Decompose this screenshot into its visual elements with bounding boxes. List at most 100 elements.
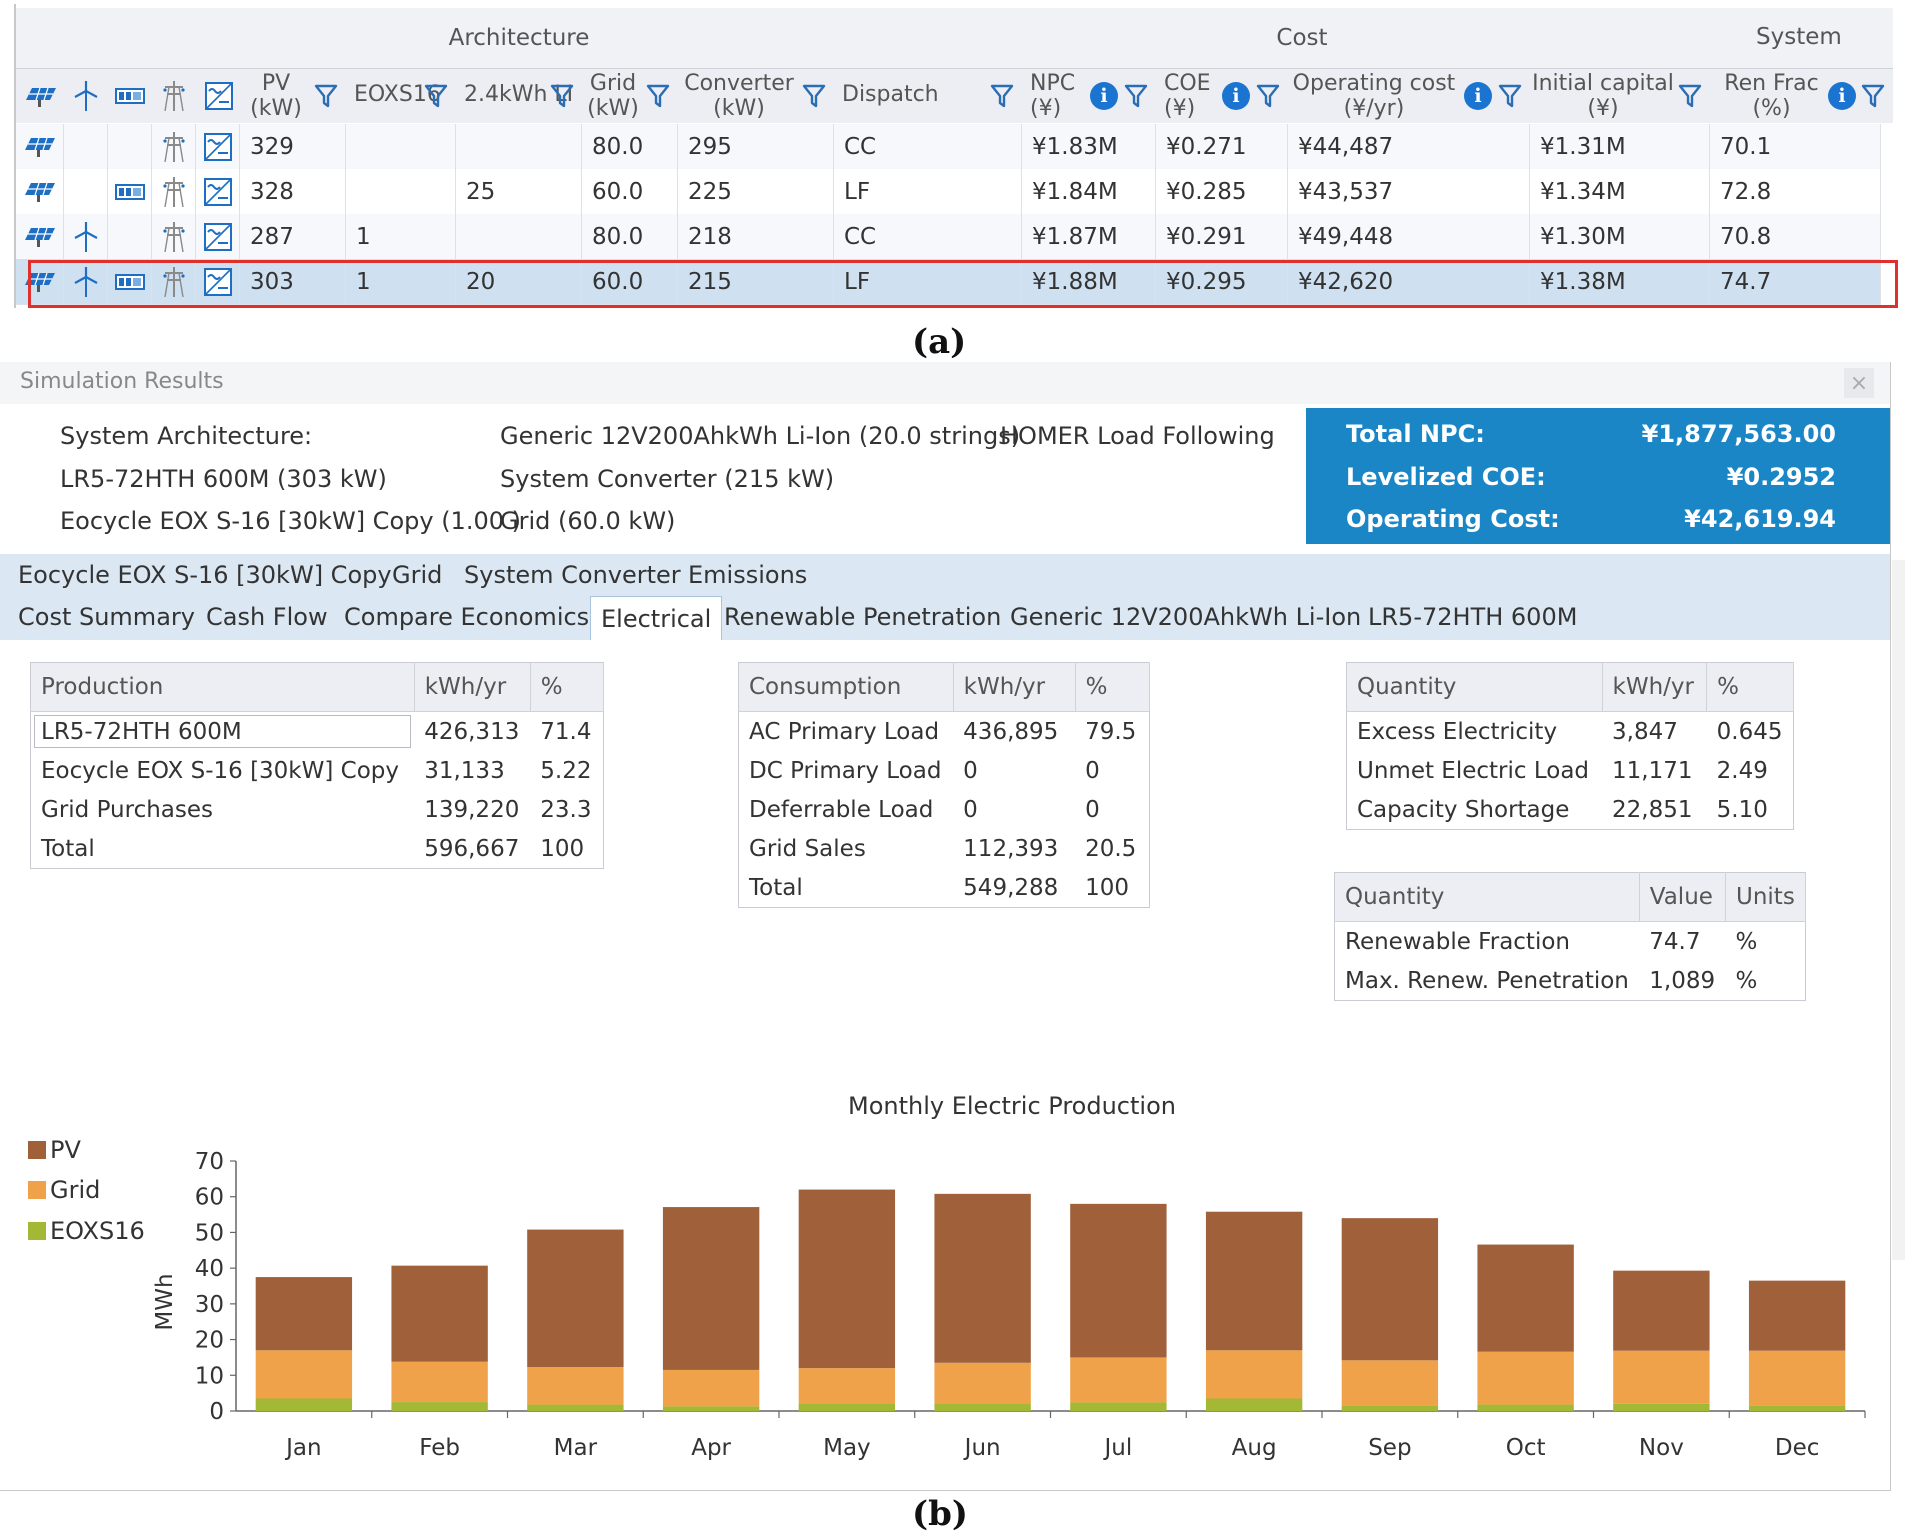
production-cell: 23.3 [540,796,592,823]
col-header-li-battery[interactable]: 2.4kWh LI [456,68,583,123]
col-header-converter-icon[interactable] [196,68,241,123]
info-icon[interactable]: i [1828,82,1856,110]
production-cell: Eocycle EOX S-16 [30kW] Copy [41,757,399,784]
filter-icon[interactable] [1678,83,1702,109]
tab-system-converter[interactable]: System Converter [464,561,681,589]
tab-compare-economics[interactable]: Compare Economics [344,603,590,631]
operating-cost-label: Operating Cost: [1346,505,1560,533]
x-tick-label: Dec [1775,1435,1820,1461]
quantity1-cell: 11,171 [1612,757,1693,784]
quantity2-header-0[interactable]: Quantity [1334,872,1640,922]
col-header-pv-icon[interactable] [16,68,65,123]
filter-icon[interactable] [1124,83,1148,109]
filter-icon[interactable] [1861,83,1885,109]
quantity2-header-1[interactable]: Value [1639,872,1727,922]
table-row-selected[interactable]: 303 1 20 60.0 215 LF ¥1.88M ¥0.295 ¥42,620 ¥1.38M… [16,259,1881,305]
chart-title: Monthly Electric Production [848,1092,1176,1120]
legend-eoxs16[interactable]: EOXS16 [28,1217,145,1245]
col-header-converter[interactable]: Converter (kW) [678,68,835,123]
tab-eocycle[interactable]: Eocycle EOX S-16 [30kW] Copy [18,561,392,589]
tab-cost-summary[interactable]: Cost Summary [18,603,195,631]
col-header-operating-cost[interactable]: Operating cost (¥/yr) i [1288,68,1531,123]
close-button[interactable]: × [1844,368,1874,398]
production-cell: 139,220 [424,796,520,823]
table-row[interactable]: 328 25 60.0 225 LF ¥1.84M ¥0.285 ¥43,537 ¥1.34M 7… [16,169,1881,215]
quantity2-header-2[interactable]: Units [1725,872,1806,922]
consumption-cell: DC Primary Load [749,757,942,784]
info-icon[interactable]: i [1464,82,1492,110]
quantity2-cell: Renewable Fraction [1345,928,1570,955]
filter-icon[interactable] [314,83,338,109]
bar-eoxs16-dec [1748,1405,1846,1411]
col-header-wind-icon[interactable] [64,68,109,123]
grid-tower-icon [161,176,187,207]
tab-renewable-penetration[interactable]: Renewable Penetration [724,603,1002,631]
filter-icon[interactable] [646,83,670,109]
table-row[interactable]: 287 1 80.0 218 CC ¥1.87M ¥0.291 ¥49,448 ¥1.30M 70… [16,214,1881,260]
solar-panel-icon [26,87,56,107]
col-header-grid[interactable]: Grid (kW) [582,68,679,123]
consumption-header-1[interactable]: kWh/yr [953,662,1076,712]
tab-bar-row2: Cost Summary Cash Flow Compare Economics… [0,596,1890,640]
col-header-pv[interactable]: PV (kW) [240,68,347,123]
col-header-initial-capital[interactable]: Initial capital (¥) [1530,68,1711,123]
col-header-coe[interactable]: COE (¥) i [1156,68,1289,123]
filter-icon[interactable] [1256,83,1280,109]
quantity2-cell: % [1735,928,1758,955]
legend-pv[interactable]: PV [28,1136,81,1164]
bar-pv-nov [1613,1270,1710,1351]
bar-eoxs16-jul [1070,1402,1167,1411]
y-tick-label: 0 [209,1399,224,1425]
filter-icon[interactable] [802,83,826,109]
filter-icon[interactable] [1498,83,1522,109]
right-scrollbar[interactable] [1892,560,1905,1260]
quantity1-cell: 5.10 [1716,796,1768,823]
tab-cash-flow[interactable]: Cash Flow [206,603,328,631]
consumption-header-2[interactable]: % [1075,662,1151,712]
tab-grid[interactable]: Grid [392,561,443,589]
tab-li-ion[interactable]: Generic 12V200AhkWh Li-Ion [1010,603,1362,631]
quantity1-header-0[interactable]: Quantity [1346,662,1603,712]
quantity1-header-2[interactable]: % [1706,662,1794,712]
col-header-dispatch[interactable]: Dispatch [834,68,1023,123]
info-icon[interactable]: i [1222,82,1250,110]
quantity1-cell: Excess Electricity [1357,718,1558,745]
legend-grid[interactable]: Grid [28,1176,100,1204]
col-header-npc[interactable]: NPC (¥) i [1022,68,1157,123]
filter-icon[interactable] [990,83,1014,109]
tab-electrical[interactable]: Electrical [590,596,723,640]
total-npc-label: Total NPC: [1346,420,1485,448]
levelized-coe-label: Levelized COE: [1346,463,1546,491]
info-icon[interactable]: i [1090,82,1118,110]
cell-li [456,214,582,259]
cell-converter: 215 [678,259,834,304]
cell-wind-icon [64,259,108,304]
filter-icon[interactable] [550,83,574,109]
bar-pv-may [798,1189,896,1369]
battery-icon [115,88,145,104]
cell-grid: 60.0 [582,259,678,304]
production-header-0[interactable]: Production [30,662,415,712]
cell-li: 20 [456,259,582,304]
filter-icon[interactable] [424,83,448,109]
arch-pv: LR5-72HTH 600M (303 kW) [60,465,387,493]
solar-panel-icon [24,136,55,158]
production-header-2[interactable]: % [530,662,605,712]
col-header-ren-frac[interactable]: Ren Frac (%) i [1710,68,1893,123]
y-axis-label: MWh [152,1273,178,1330]
cell-pv-icon [16,214,64,259]
table-row[interactable]: 329 80.0 295 CC ¥1.83M ¥0.271 ¥44,487 ¥1.31M 70.… [16,124,1881,170]
col-header-grid-icon[interactable] [152,68,197,123]
tab-lr5[interactable]: LR5-72HTH 600M [1368,603,1578,631]
col-header-battery-icon[interactable] [108,68,153,123]
x-tick-label: Jan [284,1435,321,1461]
production-header-1[interactable]: kWh/yr [414,662,531,712]
quantity1-header-1[interactable]: kWh/yr [1602,662,1708,712]
cell-grid-icon [152,169,196,214]
bar-eoxs16-oct [1477,1404,1574,1411]
consumption-header-0[interactable]: Consumption [738,662,954,712]
cell-initcap: ¥1.30M [1530,214,1710,259]
cell-dispatch: LF [834,169,1022,214]
col-header-eoxs16[interactable]: EOXS16 [346,68,457,123]
tab-emissions[interactable]: Emissions [688,561,808,589]
